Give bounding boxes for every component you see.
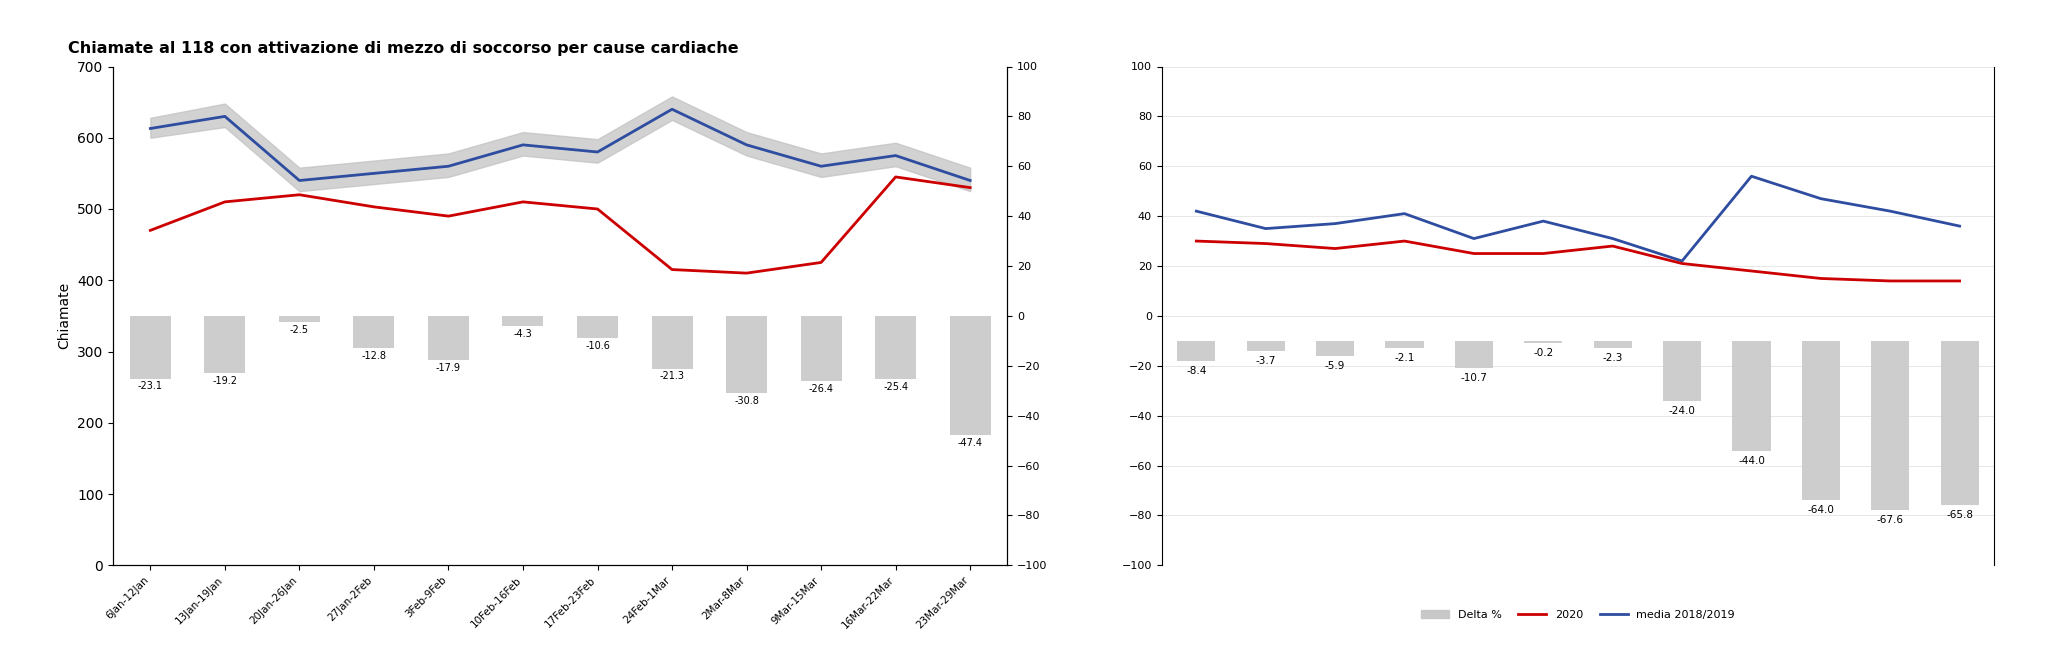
Text: -8.4: -8.4 [1186, 366, 1207, 376]
Text: -17.9: -17.9 [436, 363, 461, 373]
Text: -67.6: -67.6 [1877, 515, 1904, 525]
Text: -64.0: -64.0 [1807, 505, 1834, 515]
Text: -23.1: -23.1 [138, 382, 162, 392]
Bar [428, 316, 469, 360]
Bar [204, 316, 245, 373]
Text: -30.8: -30.8 [734, 396, 759, 406]
Text: -44.0: -44.0 [1737, 456, 1764, 465]
Bar [1316, 340, 1355, 356]
Bar [652, 316, 693, 368]
Bar [502, 316, 543, 326]
Bar [578, 316, 619, 338]
Bar [1523, 340, 1563, 343]
Bar [1178, 340, 1215, 360]
Bar [726, 316, 767, 393]
Bar [1801, 340, 1840, 500]
Bar [1871, 340, 1910, 511]
Text: -19.2: -19.2 [212, 376, 236, 386]
Bar [1733, 340, 1770, 451]
Bar [876, 316, 917, 379]
Text: -25.4: -25.4 [884, 382, 909, 392]
Bar [800, 316, 841, 382]
Text: -2.5: -2.5 [290, 325, 308, 335]
Text: -0.2: -0.2 [1534, 348, 1554, 358]
Text: -12.8: -12.8 [362, 350, 387, 361]
Text: -47.4: -47.4 [958, 438, 983, 448]
Text: -2.1: -2.1 [1394, 353, 1415, 363]
Bar [1386, 340, 1423, 348]
Bar [1593, 340, 1632, 348]
Text: Chiamate al 118 con attivazione di mezzo di soccorso per cause cardiache: Chiamate al 118 con attivazione di mezzo… [68, 41, 738, 56]
Bar [950, 316, 991, 435]
Bar [280, 316, 321, 323]
Text: -2.3: -2.3 [1602, 353, 1622, 363]
Legend: Delta %, 2020, media 2018/2019: Delta %, 2020, media 2018/2019 [1417, 606, 1739, 624]
Y-axis label: Chiamate: Chiamate [58, 283, 72, 349]
Bar [130, 316, 171, 378]
Bar [1941, 340, 1978, 505]
Bar [354, 316, 395, 348]
Text: -4.3: -4.3 [514, 329, 533, 338]
Text: -65.8: -65.8 [1947, 511, 1974, 521]
Bar [1456, 340, 1493, 368]
Text: -3.7: -3.7 [1256, 356, 1277, 366]
Text: -26.4: -26.4 [808, 384, 833, 394]
Text: -10.6: -10.6 [586, 340, 611, 351]
Bar [1663, 340, 1700, 400]
Text: -21.3: -21.3 [660, 372, 685, 382]
Bar [1246, 340, 1285, 351]
Text: -24.0: -24.0 [1669, 406, 1696, 416]
Text: -10.7: -10.7 [1460, 373, 1486, 383]
Text: -5.9: -5.9 [1324, 360, 1345, 371]
